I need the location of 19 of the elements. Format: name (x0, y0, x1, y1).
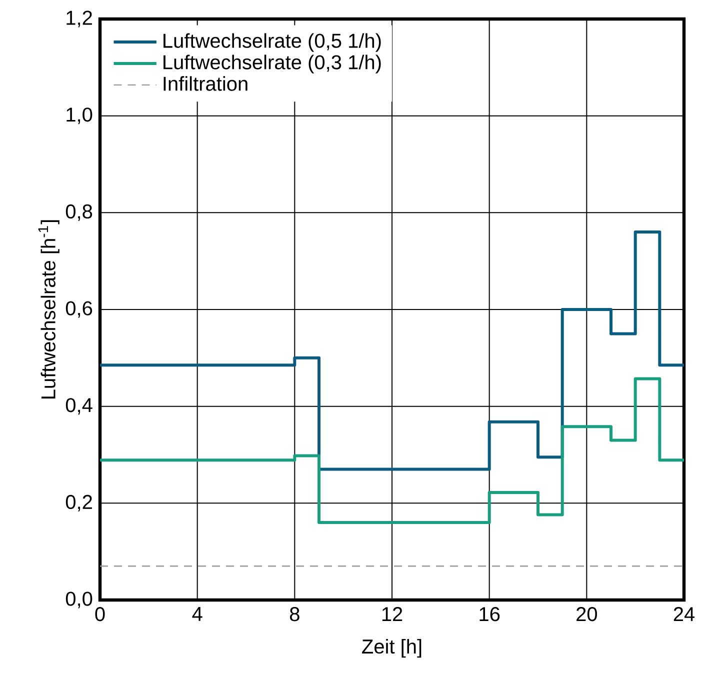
y-tick-label: 1,2 (66, 10, 92, 28)
y-tick-label: 0,0 (66, 592, 92, 608)
legend-label: Luftwechselrate (0,5 1/h) (164, 33, 381, 52)
y-tick-label: 1,0 (66, 108, 92, 124)
y-tick-label: 0,4 (66, 398, 92, 415)
x-tick-label: 12 (382, 607, 402, 622)
x-tick-label: 0 (95, 607, 105, 622)
y-axis-title: Luftwechselrate [h$^{-1}$] (38, 220, 60, 399)
x-axis-title: Zeit [h] (362, 638, 422, 658)
y-tick-label: 0,8 (66, 204, 92, 221)
x-tick-label: 16 (480, 607, 500, 622)
x-tick-label: 24 (674, 607, 695, 622)
legend-label: Infiltration (164, 76, 248, 91)
legend-label: Luftwechselrate (0,3 1/h) (164, 54, 381, 74)
x-tick-label: 8 (290, 607, 300, 622)
x-tick-label: 4 (192, 607, 202, 621)
y-tick-label: 0,6 (66, 301, 92, 318)
y-tick-label: 0,2 (66, 494, 92, 512)
x-tick-label: 20 (576, 607, 598, 622)
